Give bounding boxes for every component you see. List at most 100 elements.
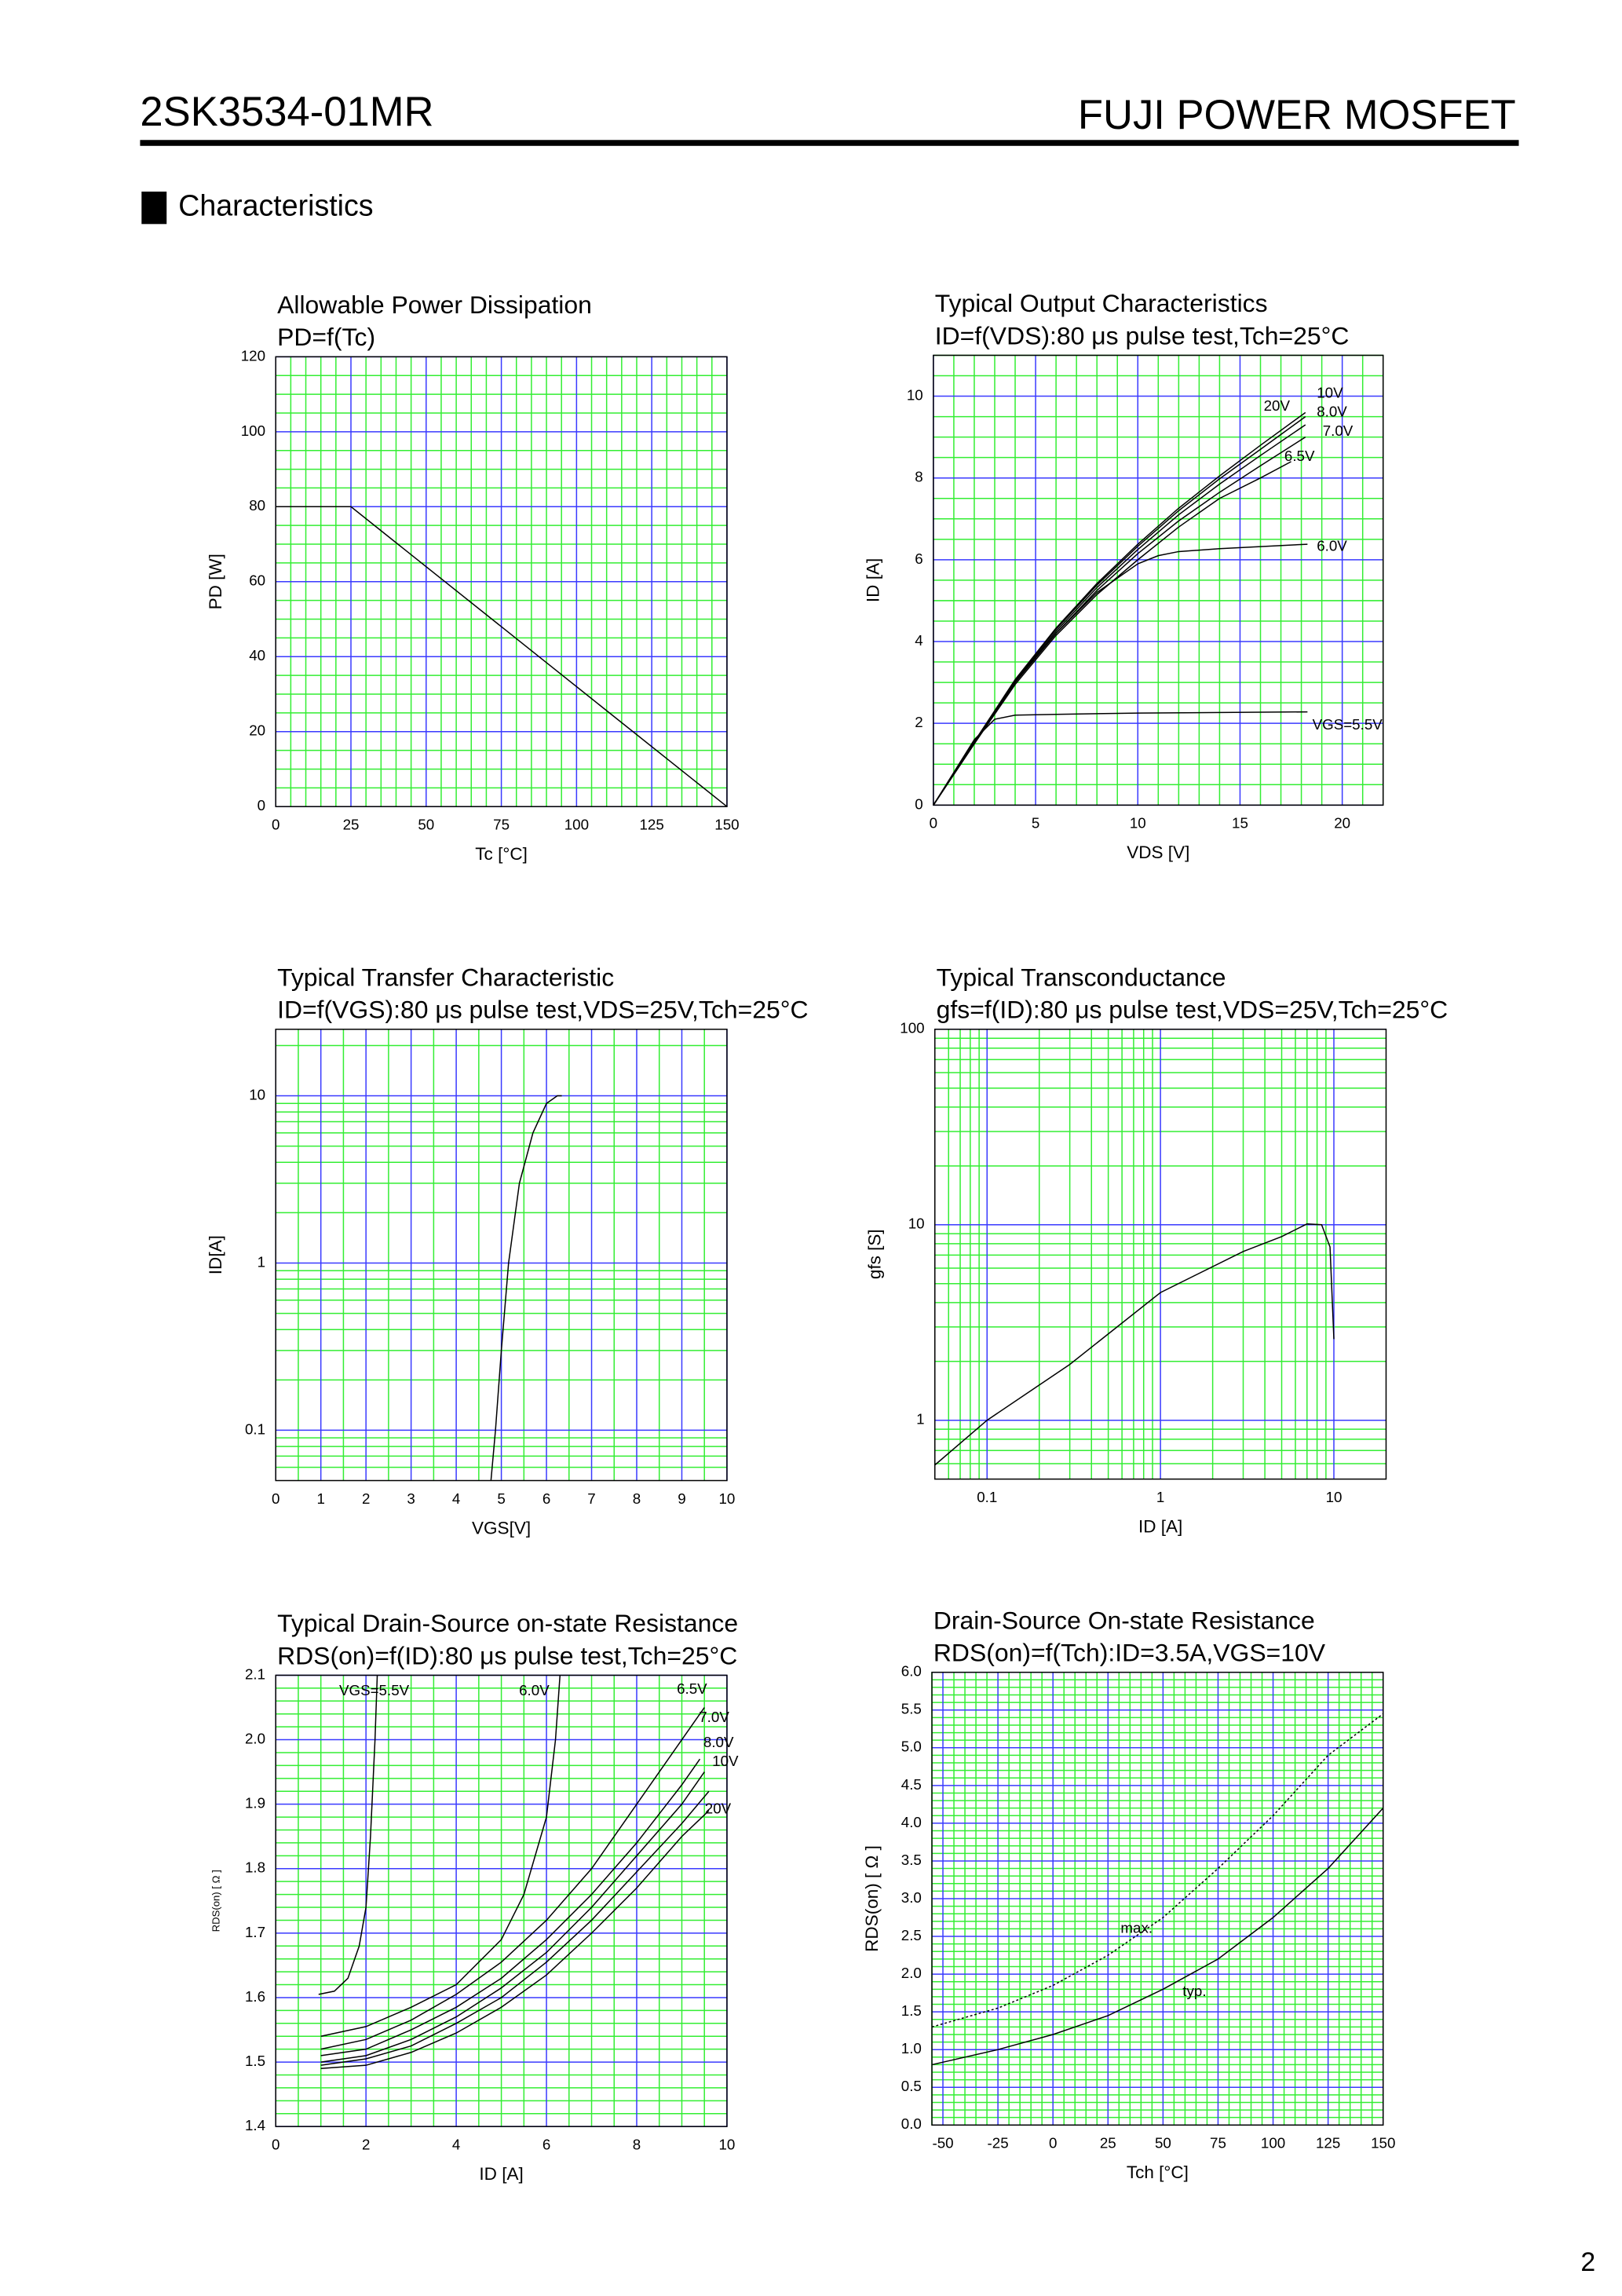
plot-frame bbox=[275, 1674, 728, 2127]
x-tick-label: 100 bbox=[564, 817, 589, 833]
y-tick-label: 4.0 bbox=[901, 1814, 922, 1830]
x-tick-label: 5 bbox=[1032, 815, 1039, 832]
y-tick-label: 1.8 bbox=[245, 1859, 265, 1876]
y-tick-label: 2 bbox=[915, 714, 922, 730]
curve-label: VGS=5.5V bbox=[339, 1682, 410, 1698]
x-tick-label: 0 bbox=[272, 1490, 279, 1507]
y-tick-label: 10 bbox=[908, 1216, 925, 1232]
y-tick-label: 1.5 bbox=[245, 2053, 265, 2069]
page-number: 2 bbox=[1580, 2247, 1595, 2277]
x-tick-label: 10 bbox=[1130, 815, 1146, 832]
x-tick-label: 10 bbox=[719, 1490, 736, 1507]
y-tick-label: 1.7 bbox=[245, 1924, 265, 1940]
plot-frame bbox=[933, 354, 1384, 806]
curve-label: 6.0V bbox=[1317, 538, 1347, 554]
x-tick-label: 4 bbox=[452, 2137, 460, 2153]
x-tick-label: 0 bbox=[930, 815, 937, 832]
x-tick-label: 6 bbox=[542, 1490, 550, 1507]
plot-frame bbox=[275, 1029, 728, 1482]
x-tick-label: 2 bbox=[362, 2137, 370, 2153]
curve-label: max. bbox=[1120, 1919, 1153, 1936]
chart: Allowable Power Dissipation PD=f(Tc) 0 25 50… bbox=[206, 291, 740, 864]
y-axis-label: gfs [S] bbox=[865, 1229, 885, 1279]
x-tick-label: 8 bbox=[633, 2137, 641, 2153]
y-tick-label: 1.9 bbox=[245, 1795, 265, 1812]
x-tick-label: 0 bbox=[1049, 2135, 1057, 2152]
curve bbox=[933, 543, 1308, 806]
curve bbox=[933, 424, 1306, 806]
chart-title: Typical Drain-Source on-state Resistance bbox=[277, 1609, 738, 1637]
y-tick-label: 5.5 bbox=[901, 1701, 922, 1717]
y-tick-label: 100 bbox=[241, 422, 265, 439]
y-tick-label: 0 bbox=[915, 795, 922, 812]
x-tick-label: 4 bbox=[452, 1490, 460, 1507]
x-axis-label: ID [A] bbox=[479, 2164, 523, 2184]
curve bbox=[933, 415, 1306, 806]
chart-subtitle: ID=f(VDS):80 μs pulse test,Tch=25°C bbox=[935, 321, 1350, 349]
y-axis-label: ID [A] bbox=[864, 558, 883, 602]
y-tick-label: 3.0 bbox=[901, 1889, 922, 1906]
x-tick-label: 1 bbox=[316, 1490, 324, 1507]
x-tick-label: 150 bbox=[714, 817, 739, 833]
curve-label: 6.0V bbox=[519, 1682, 550, 1698]
y-tick-label: 4.5 bbox=[901, 1776, 922, 1793]
x-tick-label: 2 bbox=[362, 1490, 370, 1507]
curve bbox=[320, 1790, 710, 2066]
chart: Typical Transconductance gfs=f(ID):80 μs … bbox=[865, 963, 1448, 1536]
plot-frame bbox=[275, 356, 728, 807]
chart-subtitle: PD=f(Tc) bbox=[277, 323, 375, 351]
y-tick-label: 1.5 bbox=[901, 2002, 922, 2019]
x-axis-label: Tch [°C] bbox=[1127, 2163, 1189, 2182]
plot-frame bbox=[934, 1029, 1387, 1480]
x-tick-label: 6 bbox=[542, 2137, 550, 2153]
curve bbox=[934, 1223, 1335, 1466]
x-tick-label: 8 bbox=[633, 1490, 641, 1507]
y-axis-label: RDS(on) [ Ω ] bbox=[862, 1845, 882, 1952]
curve-label: 8.0V bbox=[703, 1734, 734, 1750]
curve-label: 6.5V bbox=[677, 1680, 707, 1697]
brand: FUJI POWER MOSFET bbox=[1078, 92, 1516, 138]
y-tick-label: 60 bbox=[249, 572, 265, 589]
x-tick-label: 0 bbox=[272, 817, 279, 833]
x-tick-label: 25 bbox=[343, 817, 360, 833]
x-tick-label: 1 bbox=[1156, 1489, 1164, 1505]
y-tick-label: 0.5 bbox=[901, 2078, 922, 2094]
curve-label: VGS=5.5V bbox=[1313, 716, 1383, 733]
chart-title: Typical Transconductance bbox=[937, 963, 1226, 991]
y-tick-label: 120 bbox=[241, 347, 265, 364]
chart-subtitle: RDS(on)=f(ID):80 μs pulse test,Tch=25°C bbox=[277, 1641, 737, 1669]
chart: Typical Drain-Source on-state Resistance… bbox=[210, 1609, 739, 2184]
y-tick-label: 2.1 bbox=[245, 1665, 265, 1682]
y-tick-label: 10 bbox=[907, 387, 923, 404]
y-axis-label: ID[A] bbox=[206, 1235, 225, 1274]
y-tick-label: 1.6 bbox=[245, 1988, 265, 2005]
chart-subtitle: RDS(on)=f(Tch):ID=3.5A,VGS=10V bbox=[933, 1639, 1326, 1667]
x-tick-label: 50 bbox=[418, 817, 434, 833]
curve bbox=[320, 1810, 710, 2070]
chart-title: Typical Output Characteristics bbox=[935, 289, 1268, 317]
curve bbox=[318, 1675, 378, 1995]
y-tick-label: 1 bbox=[258, 1253, 265, 1270]
y-tick-label: 20 bbox=[249, 722, 265, 739]
x-tick-label: 125 bbox=[1316, 2135, 1340, 2152]
x-axis-label: VGS[V] bbox=[472, 1518, 531, 1537]
x-tick-label: 15 bbox=[1232, 815, 1248, 832]
curve bbox=[933, 411, 1306, 806]
x-tick-label: 125 bbox=[640, 817, 664, 833]
y-tick-label: 2.0 bbox=[245, 1731, 265, 1747]
y-tick-label: 80 bbox=[249, 497, 265, 514]
plot-frame bbox=[931, 1671, 1384, 2126]
curve bbox=[320, 1771, 705, 2063]
y-axis-label: RDS(on) [ Ω ] bbox=[210, 1870, 222, 1932]
curve-label: 20V bbox=[1264, 397, 1291, 414]
x-tick-label: 150 bbox=[1371, 2135, 1395, 2152]
x-tick-label: 50 bbox=[1155, 2135, 1171, 2152]
section-title: Characteristics bbox=[178, 189, 373, 222]
curve bbox=[931, 1808, 1384, 2066]
chart: Typical Output Characteristics ID=f(VDS):… bbox=[864, 289, 1384, 862]
curve-label: 7.0V bbox=[699, 1709, 729, 1725]
x-tick-label: 0.1 bbox=[977, 1489, 997, 1505]
y-tick-label: 0.0 bbox=[901, 2115, 922, 2132]
